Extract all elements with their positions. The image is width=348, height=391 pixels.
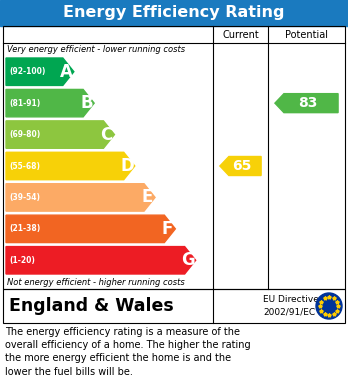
Text: F: F	[162, 220, 173, 238]
Text: B: B	[80, 94, 93, 112]
Text: Not energy efficient - higher running costs: Not energy efficient - higher running co…	[7, 278, 185, 287]
Text: Energy Efficiency Rating: Energy Efficiency Rating	[63, 5, 285, 20]
Text: (92-100): (92-100)	[9, 67, 45, 76]
Bar	[3, 289, 345, 323]
Bar	[0, 0, 348, 26]
Text: (39-54): (39-54)	[9, 193, 40, 202]
Text: (55-68): (55-68)	[9, 161, 40, 170]
Text: (69-80): (69-80)	[9, 130, 40, 139]
Text: 83: 83	[299, 96, 318, 110]
Polygon shape	[6, 247, 196, 274]
Polygon shape	[6, 90, 94, 117]
Text: E: E	[142, 188, 153, 206]
Polygon shape	[6, 121, 114, 148]
Text: The energy efficiency rating is a measure of the
overall efficiency of a home. T: The energy efficiency rating is a measur…	[5, 327, 251, 377]
Text: G: G	[181, 251, 195, 269]
Text: D: D	[120, 157, 134, 175]
Bar	[3, 26, 345, 289]
Text: (81-91): (81-91)	[9, 99, 40, 108]
Text: Current: Current	[222, 29, 259, 39]
Circle shape	[316, 293, 342, 319]
Text: A: A	[60, 63, 73, 81]
Text: 65: 65	[232, 159, 252, 173]
Text: England & Wales: England & Wales	[9, 297, 174, 315]
Polygon shape	[6, 58, 74, 85]
Text: Very energy efficient - lower running costs: Very energy efficient - lower running co…	[7, 45, 185, 54]
Text: EU Directive
2002/91/EC: EU Directive 2002/91/EC	[263, 295, 319, 317]
Polygon shape	[6, 152, 135, 180]
Polygon shape	[6, 215, 175, 242]
Polygon shape	[220, 156, 261, 176]
Polygon shape	[275, 93, 338, 113]
Text: (1-20): (1-20)	[9, 256, 35, 265]
Text: (21-38): (21-38)	[9, 224, 40, 233]
Text: C: C	[101, 126, 113, 143]
Text: Potential: Potential	[285, 29, 328, 39]
Polygon shape	[6, 184, 155, 211]
